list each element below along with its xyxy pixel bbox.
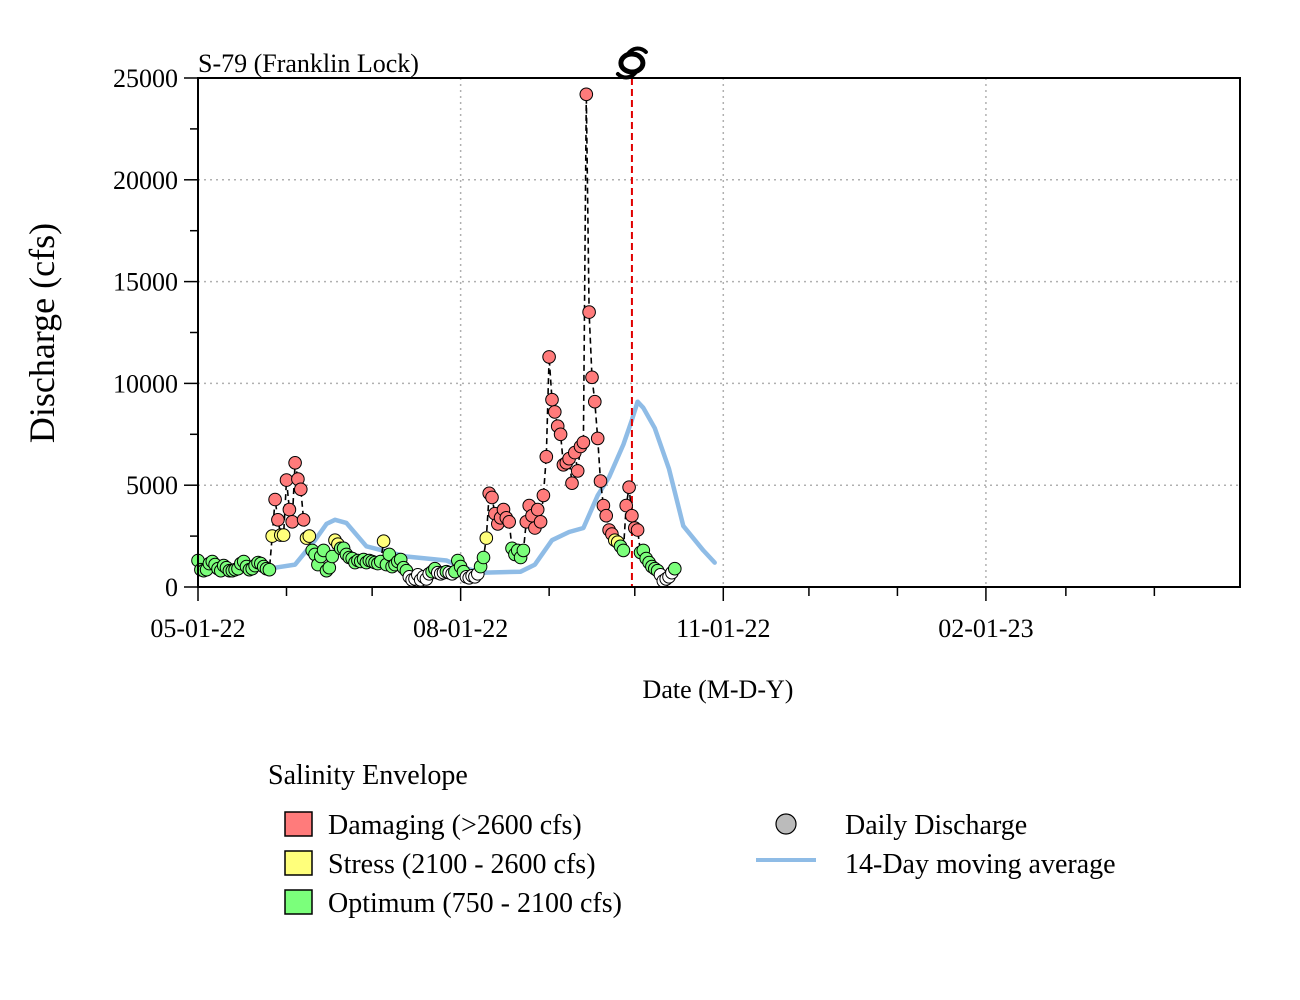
daily-discharge-point: [582, 305, 596, 319]
daily-discharge-point: [542, 350, 556, 364]
station-label: S-79 (Franklin Lock): [198, 49, 419, 78]
plot-frame: [197, 77, 1241, 588]
legend-label-daily: Daily Discharge: [845, 810, 1027, 841]
daily-discharge-point: [588, 394, 602, 409]
daily-discharge-point: [288, 456, 302, 470]
daily-discharge-point: [322, 560, 337, 575]
daily-discharge-point: [516, 543, 531, 558]
y-tick-label: 15000: [113, 268, 178, 297]
moving-average-layer: [195, 399, 717, 575]
grid-lines: [198, 78, 1240, 587]
daily-discharge-point: [296, 513, 311, 527]
daily-discharge-point: [622, 480, 636, 495]
legend-title: Salinity Envelope: [268, 760, 468, 791]
y-tick-label: 25000: [113, 64, 178, 93]
y-tick-label: 20000: [113, 166, 178, 195]
daily-discharge-points: [191, 87, 682, 588]
daily-discharge-point: [376, 534, 391, 549]
legend-marker-daily: [775, 813, 797, 835]
y-tick-label: 0: [165, 573, 178, 602]
daily-discharge-point: [553, 427, 568, 442]
daily-discharge-point: [548, 405, 562, 419]
daily-discharge-point: [625, 508, 639, 523]
daily-discharge-point: [276, 528, 291, 542]
daily-discharge-point: [479, 531, 494, 545]
daily-discharge-point: [590, 431, 605, 446]
daily-discharge-point: [302, 529, 317, 543]
daily-discharge-point: [294, 482, 308, 497]
x-tick-label: 05-01-22: [150, 614, 245, 643]
x-tick-label: 11-01-22: [676, 614, 770, 643]
y-tick-label: 5000: [126, 471, 178, 500]
x-tick-label: 08-01-22: [413, 614, 508, 643]
daily-discharge-point: [485, 490, 499, 505]
daily-discharge-point: [585, 370, 599, 385]
daily-discharge-point: [539, 449, 554, 464]
daily-discharge-point: [262, 562, 277, 577]
daily-discharge-point: [536, 488, 551, 503]
daily-discharge-point: [668, 561, 682, 576]
daily-discharge-point: [630, 523, 645, 537]
axes: 0 5000 10000 15000 20000 25000 05-01-22 08-01-2…: [113, 64, 1156, 643]
hurricane-icon: [615, 46, 648, 80]
daily-discharge-point: [282, 502, 297, 517]
daily-discharge-point: [271, 513, 285, 527]
daily-discharge-point: [565, 476, 579, 491]
daily-discharge-point: [619, 498, 634, 513]
daily-discharge-point: [593, 474, 608, 488]
legend-swatch-optimum: [284, 889, 313, 915]
daily-discharge-point: [285, 515, 300, 529]
legend-swatch-stress: [284, 850, 313, 876]
daily-discharge-point: [476, 550, 491, 565]
daily-discharge-point: [268, 492, 282, 507]
daily-discharge-point: [576, 435, 591, 450]
hurricane-arm-top: [625, 46, 648, 56]
daily-discharge-point: [279, 473, 294, 487]
x-tick-label: 02-01-23: [938, 614, 1033, 643]
legend: Salinity Envelope Damaging (>2600 cfs) S…: [268, 760, 1116, 919]
legend-label-optimum: Optimum (750 - 2100 cfs): [328, 888, 622, 919]
daily-discharge-point: [545, 392, 559, 407]
daily-discharge-point: [616, 543, 631, 558]
y-axis-title: Discharge (cfs): [22, 223, 62, 443]
daily-discharge-point: [530, 502, 545, 517]
hurricane-eye: [618, 51, 646, 75]
legend-label-damaging: Damaging (>2600 cfs): [328, 810, 582, 841]
daily-discharge-point: [325, 549, 340, 564]
daily-discharge-point: [579, 87, 594, 102]
moving-average-line: [195, 399, 717, 575]
x-axis-title: Date (M-D-Y): [643, 675, 794, 704]
daily-discharge-point: [570, 464, 585, 478]
legend-label-stress: Stress (2100 - 2600 cfs): [328, 849, 596, 880]
daily-discharge-point: [502, 515, 517, 529]
y-tick-label: 10000: [113, 369, 178, 398]
legend-label-moving-average: 14-Day moving average: [845, 849, 1116, 880]
legend-swatch-damaging: [284, 811, 313, 837]
daily-discharge-point: [599, 508, 614, 523]
daily-discharge-point: [533, 515, 548, 529]
